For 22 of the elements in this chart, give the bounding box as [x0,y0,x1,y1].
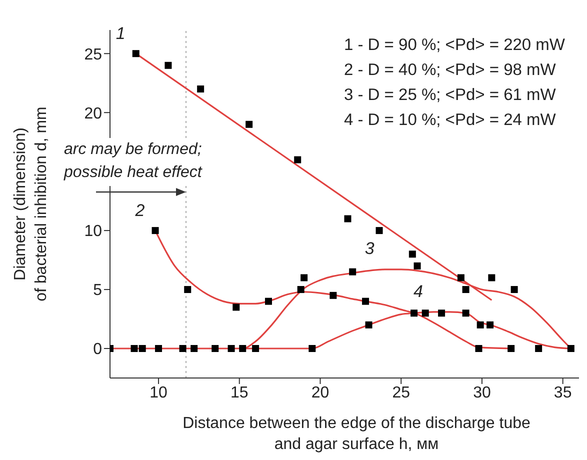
y-tick-label: 5 [93,282,102,300]
x-tick-label: 25 [392,384,410,402]
annotation: arc may be formed; possible heat effect [64,138,202,186]
x-axis-title: Distance between the edge of the discharge tube and agar surface h, мм [182,415,530,453]
series-label: 2 [135,200,145,221]
x-tick-label: 20 [311,384,330,402]
y-tick-label: 20 [84,105,102,122]
y-tick-label: 10 [84,223,102,240]
y-axis-title: Diameter (dimension) of bacterial inhibition d, mm [12,106,50,302]
x-tick-label: 15 [230,384,248,402]
series-label: 3 [364,239,374,260]
y-tick-label: 0 [93,341,102,358]
annotation: 1 - D = 90 %; <Pd> = 220 mW [344,35,565,56]
y-tick-label: 25 [84,46,102,64]
annotation: 4 - D = 10 %; <Pd> = 24 mW [344,110,557,131]
x-tick-label: 10 [150,384,168,402]
x-tick-label: 35 [554,384,572,402]
annotation: 2 - D = 40 %; <Pd> = 98 mW [344,60,557,81]
series-label: 4 [413,282,423,302]
annotation: 3 - D = 25 %; <Pd> = 61 mW [344,85,557,106]
x-tick-label: 30 [473,384,491,402]
series-label: 1 [116,24,126,44]
